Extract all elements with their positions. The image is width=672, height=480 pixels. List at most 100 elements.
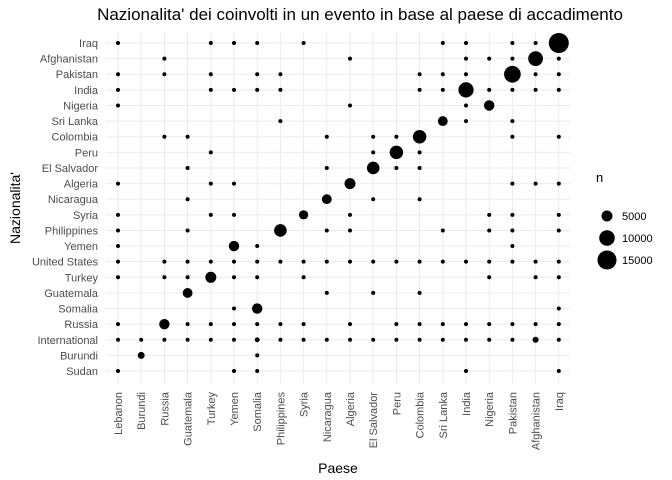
data-point bbox=[321, 194, 332, 205]
data-point bbox=[371, 134, 376, 139]
data-point bbox=[348, 228, 352, 233]
data-point bbox=[510, 56, 515, 61]
data-point bbox=[116, 87, 120, 92]
x-tick-label: Nicaragua bbox=[322, 391, 334, 442]
data-point bbox=[440, 259, 445, 264]
data-point bbox=[278, 87, 283, 92]
data-point bbox=[274, 224, 287, 237]
y-tick-label: International bbox=[37, 335, 98, 347]
data-point bbox=[208, 150, 213, 155]
data-point bbox=[344, 178, 356, 190]
data-point bbox=[255, 275, 260, 280]
data-point bbox=[208, 322, 213, 327]
data-point bbox=[394, 259, 399, 264]
data-point bbox=[232, 275, 236, 280]
x-tick-label: Russia bbox=[159, 391, 171, 426]
data-point bbox=[162, 337, 167, 342]
data-point bbox=[371, 150, 376, 155]
data-point bbox=[208, 259, 213, 264]
data-point bbox=[232, 41, 236, 45]
x-tick-label: Lebanon bbox=[113, 392, 125, 435]
data-point bbox=[116, 212, 120, 217]
data-point bbox=[394, 134, 399, 139]
data-point bbox=[255, 369, 260, 374]
data-point bbox=[116, 228, 120, 233]
data-point bbox=[510, 322, 515, 327]
y-tick-label: India bbox=[74, 85, 99, 97]
data-point bbox=[464, 72, 468, 77]
y-tick-label: Iraq bbox=[79, 38, 98, 50]
data-point bbox=[232, 337, 236, 342]
data-point bbox=[185, 134, 190, 139]
data-point bbox=[464, 369, 468, 374]
x-tick-label: Iraq bbox=[554, 392, 566, 411]
y-tick-label: Colombia bbox=[52, 132, 99, 144]
data-point bbox=[371, 259, 376, 264]
data-point bbox=[510, 212, 515, 217]
x-tick-label: Yemen bbox=[229, 392, 241, 426]
data-point bbox=[348, 56, 352, 61]
x-tick-label: Philippines bbox=[275, 392, 287, 446]
y-tick-label: Pakistan bbox=[56, 69, 98, 81]
data-point bbox=[464, 56, 468, 61]
y-tick-label: Algeria bbox=[64, 179, 99, 191]
data-point bbox=[116, 322, 120, 327]
legend-key bbox=[599, 230, 615, 246]
y-tick-label: Russia bbox=[64, 319, 99, 331]
y-tick-label: Somalia bbox=[58, 304, 99, 316]
data-point bbox=[437, 116, 448, 127]
data-point bbox=[139, 337, 144, 342]
y-tick-label: Nigeria bbox=[63, 100, 99, 112]
data-point bbox=[533, 72, 538, 77]
size-legend: n 5000 10000 15000 bbox=[596, 170, 653, 270]
data-point bbox=[116, 337, 120, 342]
data-point bbox=[324, 337, 329, 342]
data-point bbox=[487, 275, 492, 280]
data-point bbox=[556, 337, 561, 342]
data-point bbox=[348, 103, 352, 108]
data-point bbox=[487, 337, 492, 342]
data-point bbox=[556, 134, 561, 139]
data-point bbox=[301, 41, 306, 45]
data-point bbox=[301, 259, 306, 264]
data-point bbox=[255, 259, 260, 264]
data-point bbox=[483, 100, 495, 111]
data-point bbox=[116, 181, 120, 186]
data-point bbox=[324, 259, 329, 264]
data-point bbox=[162, 56, 167, 61]
y-axis-tick-labels: Iraq Afghanistan Pakistan India Nigeria Sri L… bbox=[32, 38, 99, 378]
y-tick-label: Syria bbox=[73, 210, 99, 222]
data-point bbox=[528, 51, 543, 67]
data-point bbox=[556, 212, 561, 217]
data-point bbox=[440, 72, 445, 77]
data-point bbox=[487, 56, 492, 61]
data-point bbox=[255, 41, 260, 45]
data-point bbox=[556, 259, 561, 264]
data-point bbox=[417, 259, 422, 264]
data-point bbox=[278, 322, 283, 327]
data-point bbox=[116, 259, 120, 264]
data-point bbox=[548, 33, 569, 53]
data-point bbox=[371, 290, 376, 295]
data-point bbox=[232, 212, 236, 217]
y-tick-label: Philippines bbox=[45, 225, 99, 237]
data-point bbox=[510, 244, 515, 249]
data-point bbox=[301, 322, 306, 327]
x-axis-tick-labels: Lebanon Burundi Russia Guatemala Turkey Yemen… bbox=[113, 391, 566, 450]
data-point bbox=[371, 337, 376, 342]
x-tick-label: Colombia bbox=[415, 391, 427, 438]
data-point bbox=[556, 228, 561, 233]
data-point bbox=[116, 244, 120, 249]
data-point bbox=[208, 212, 213, 217]
data-point bbox=[185, 259, 190, 264]
y-axis-title: Nazionalita' bbox=[7, 172, 23, 244]
data-point bbox=[440, 87, 445, 92]
data-point bbox=[504, 65, 521, 83]
data-point bbox=[137, 351, 145, 359]
data-point bbox=[417, 87, 422, 92]
data-point bbox=[417, 197, 422, 202]
x-tick-label: Peru bbox=[391, 392, 403, 415]
data-point bbox=[255, 72, 260, 77]
data-point bbox=[556, 181, 561, 186]
